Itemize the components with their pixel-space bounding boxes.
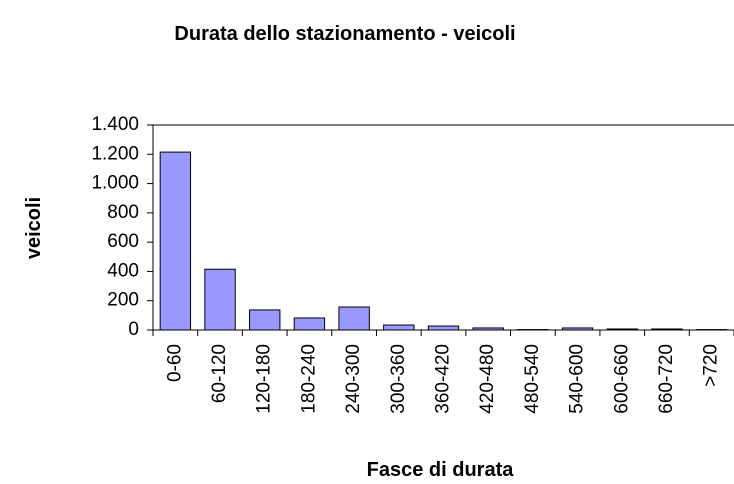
x-tick-label: 660-720 (656, 344, 677, 414)
x-tick-label: 60-120 (209, 344, 230, 403)
y-tick-label: 200 (107, 290, 139, 311)
y-tick-label: 1.400 (91, 114, 139, 135)
bar (159, 151, 192, 331)
x-axis-label: Fasce di durata (367, 459, 515, 481)
y-tick-label: 400 (107, 260, 139, 281)
y-tick-label: 1.000 (91, 173, 139, 194)
x-tick-label: 360-420 (433, 344, 454, 414)
bar (249, 309, 281, 331)
bar (338, 306, 370, 331)
bar (383, 324, 415, 331)
bar (204, 268, 236, 331)
x-tick-label: 480-540 (522, 344, 543, 414)
y-tick-label: 1.200 (91, 143, 139, 164)
y-tick-label: 800 (107, 202, 139, 223)
x-tick-label: 600-660 (611, 344, 632, 414)
x-tick-label: 240-300 (343, 344, 364, 414)
y-tick-label: 0 (128, 319, 139, 340)
chart-title: Durata dello stazionamento - veicoli (174, 23, 515, 45)
x-tick-label: 420-480 (477, 344, 498, 414)
y-axis-label: veicoli (23, 197, 45, 259)
bar (293, 317, 326, 331)
x-tick-label: 300-360 (388, 344, 409, 414)
x-tick-label: 540-600 (567, 344, 588, 414)
x-tick-label: 0-60 (164, 344, 185, 382)
x-tick-label: 180-240 (298, 344, 319, 414)
x-tick-label: >720 (701, 344, 722, 387)
y-tick-label: 600 (107, 231, 139, 252)
x-tick-label: 120-180 (254, 344, 275, 414)
bar (427, 325, 460, 331)
